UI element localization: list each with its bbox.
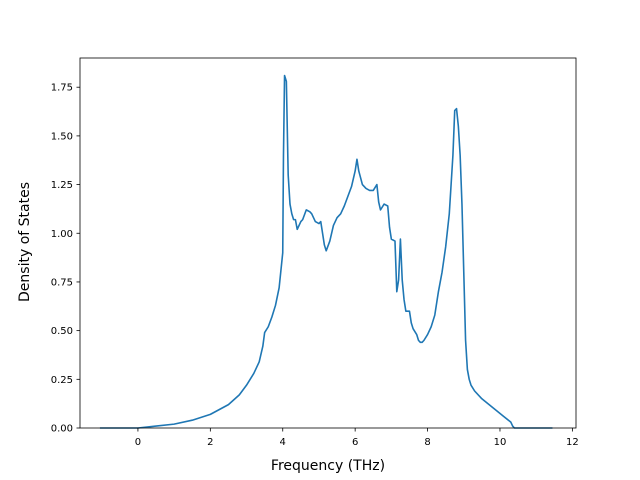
y-tick-label: 1.00 [51,229,73,240]
y-tick-label: 1.25 [51,180,73,191]
x-tick-label: 4 [280,437,286,448]
y-tick-label: 1.75 [51,83,73,94]
plot-area [99,74,553,429]
dos-line [99,74,553,429]
y-tick-label: 0.75 [51,277,73,288]
y-tick-label: 0.00 [51,424,73,435]
x-tick-label: 12 [566,437,579,448]
y-tick-label: 0.25 [51,375,73,386]
x-tick-label: 0 [135,437,141,448]
x-tick-label: 6 [352,437,358,448]
y-tick-label: 1.50 [51,131,73,142]
y-axis-label: Density of States [17,182,33,302]
y-axis: 0.00 0.25 0.50 0.75 1.00 1.25 1.50 1.75 [51,83,80,435]
plot-frame [79,57,577,429]
x-tick-label: 8 [424,437,430,448]
x-axis-label: Frequency (THz) [271,458,385,474]
x-axis: 0 2 4 6 8 10 12 [135,428,579,448]
x-tick-label: 2 [207,437,213,448]
y-tick-label: 0.50 [51,326,73,337]
x-tick-label: 10 [494,437,507,448]
